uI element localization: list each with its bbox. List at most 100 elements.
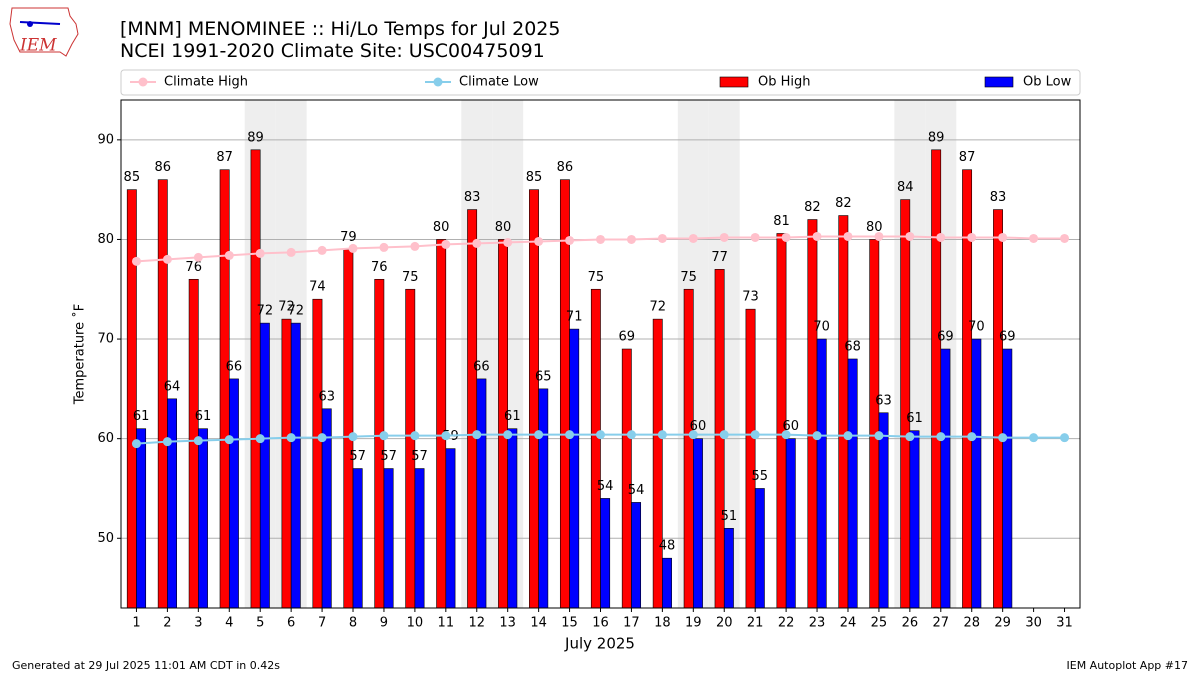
data-label: 66: [473, 359, 490, 374]
x-tick-label: 13: [499, 616, 516, 631]
bar: [621, 348, 632, 609]
x-tick-label: 27: [933, 616, 950, 631]
data-label: 84: [897, 180, 914, 195]
line-marker: [379, 242, 389, 252]
bar: [167, 398, 177, 609]
line-marker: [286, 433, 296, 443]
data-label: 76: [371, 260, 388, 275]
line-marker: [998, 433, 1008, 443]
data-label: 80: [433, 220, 450, 235]
bar: [414, 468, 425, 609]
line-marker: [193, 252, 203, 262]
data-label: 72: [649, 300, 666, 315]
data-label: 71: [566, 310, 583, 325]
line-marker: [874, 231, 884, 241]
bar: [931, 149, 942, 609]
x-tick-label: 31: [1056, 616, 1073, 631]
line-marker: [224, 435, 234, 445]
y-tick-label: 90: [97, 132, 114, 147]
chart-title: [MNM] MENOMINEE :: Hi/Lo Temps for Jul 2…: [120, 18, 560, 40]
plot-frame: [120, 99, 1081, 609]
data-label: 66: [226, 359, 243, 374]
data-label: 54: [597, 479, 614, 494]
bar: [250, 149, 261, 609]
data-label: 48: [659, 539, 676, 554]
line-marker: [348, 432, 358, 442]
line-marker: [379, 431, 389, 441]
line-marker: [131, 439, 141, 449]
legend-swatch: [984, 76, 1014, 88]
x-tick-label: 22: [778, 616, 795, 631]
line-marker: [503, 237, 513, 247]
legend-marker: [433, 77, 443, 87]
data-label: 75: [680, 270, 697, 285]
x-tick-label: 4: [225, 616, 233, 631]
bar: [374, 278, 385, 609]
data-label: 87: [959, 150, 976, 165]
x-tick-label: 20: [716, 616, 733, 631]
line-marker: [781, 430, 791, 440]
line-marker: [905, 432, 915, 442]
data-label: 76: [185, 260, 202, 275]
data-label: 61: [195, 409, 212, 424]
x-tick-label: 28: [963, 616, 980, 631]
data-label: 70: [968, 320, 985, 335]
footer-right: IEM Autoplot App #17: [1067, 659, 1189, 672]
x-tick-label: 2: [163, 616, 171, 631]
line-marker: [472, 238, 482, 248]
data-label: 74: [309, 280, 326, 295]
bar: [126, 189, 137, 609]
line-marker: [503, 430, 513, 440]
data-label: 82: [835, 196, 852, 211]
x-tick-label: 7: [318, 616, 326, 631]
x-tick-label: 30: [1025, 616, 1042, 631]
data-label: 73: [742, 290, 759, 305]
bar: [878, 412, 889, 609]
data-label: 77: [711, 250, 728, 265]
bar: [993, 209, 1003, 609]
legend-swatch: [719, 76, 749, 88]
bar: [900, 199, 911, 609]
data-label: 72: [257, 304, 274, 319]
line-marker: [162, 254, 172, 264]
line-marker: [596, 234, 605, 244]
x-tick-label: 9: [380, 616, 388, 631]
logo-text: IEM: [19, 36, 57, 56]
bar: [219, 169, 230, 609]
data-label: 75: [588, 270, 605, 285]
footer-left: Generated at 29 Jul 2025 11:01 AM CDT in…: [12, 659, 280, 672]
data-label: 87: [216, 150, 233, 165]
data-label: 63: [318, 389, 335, 404]
bar: [816, 338, 827, 609]
data-label: 89: [247, 130, 264, 145]
data-label: 79: [340, 230, 357, 245]
x-tick-label: 15: [561, 616, 578, 631]
data-label: 89: [928, 130, 945, 145]
x-tick-label: 8: [349, 616, 357, 631]
legend-label: Climate Low: [459, 75, 539, 90]
x-tick-label: 14: [530, 616, 547, 631]
line-marker: [719, 430, 729, 440]
x-tick-label: 29: [994, 616, 1011, 631]
bar: [538, 388, 549, 609]
line-marker: [688, 430, 698, 440]
line-marker: [812, 431, 822, 441]
legend-label: Ob Low: [1023, 75, 1072, 90]
data-label: 86: [557, 160, 574, 175]
line-marker: [224, 250, 234, 260]
line-marker: [317, 433, 327, 443]
bar: [476, 378, 487, 609]
line-marker: [317, 245, 327, 255]
line-marker: [626, 430, 636, 440]
data-label: 80: [495, 220, 512, 235]
legend-box: [120, 69, 1081, 96]
data-label: 57: [411, 449, 428, 464]
line-marker: [843, 231, 853, 241]
bar: [693, 438, 703, 609]
data-label: 82: [804, 200, 821, 215]
line-marker: [1060, 433, 1070, 443]
legend-label: Ob High: [758, 75, 811, 90]
bar: [971, 338, 982, 609]
line-marker: [626, 234, 636, 244]
